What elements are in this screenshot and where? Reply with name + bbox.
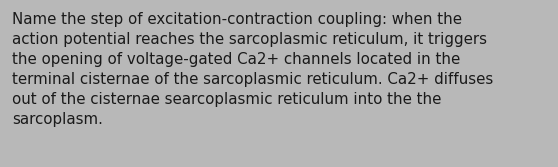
Text: Name the step of excitation-contraction coupling: when the
action potential reac: Name the step of excitation-contraction … [12, 12, 493, 127]
